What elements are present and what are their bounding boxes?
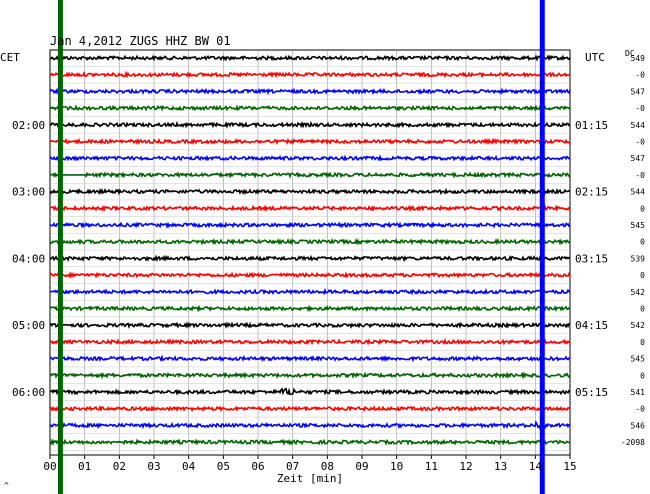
dc-offset-label: 0	[640, 338, 645, 347]
dc-offset-label: 542	[631, 288, 646, 297]
left-time-label: 06:00	[12, 386, 45, 399]
seismic-trace	[49, 70, 571, 79]
seismic-trace	[49, 420, 571, 432]
dc-offset-label: -0	[635, 405, 645, 414]
trace-group	[49, 54, 571, 447]
x-tick-label: 05	[217, 460, 230, 473]
dc-header: DC	[625, 49, 635, 58]
plot-frame	[49, 49, 571, 456]
dc-offset-label: 539	[631, 254, 646, 263]
dc-offset-label: -2098	[621, 438, 645, 447]
seismic-trace	[49, 54, 571, 62]
right-time-label: 05:15	[575, 386, 608, 399]
dc-offset-label: -0	[635, 104, 645, 113]
right-axis-label: UTC	[585, 51, 605, 64]
seismic-trace	[49, 171, 571, 179]
dc-offset-label: -0	[635, 138, 645, 147]
left-time-label: 05:00	[12, 319, 45, 332]
x-tick-label: 01	[78, 460, 91, 473]
x-tick-label: 12	[459, 460, 472, 473]
axis-labels: 00 01 02 03 04 05 06 07 08 09 10 11 12 13 14 1502:0003:…	[12, 54, 645, 473]
left-time-label: 03:00	[12, 186, 45, 199]
x-axis-label: Zeit [min]	[277, 472, 343, 485]
seismic-trace	[49, 104, 571, 112]
right-time-label: 02:15	[575, 186, 608, 199]
x-tick-label: 14	[529, 460, 543, 473]
dc-offset-label: 0	[640, 371, 645, 380]
x-tick-label: 08	[321, 460, 334, 473]
grid	[50, 50, 570, 455]
seismic-trace	[49, 154, 571, 162]
dc-offset-label: 544	[631, 188, 646, 197]
x-tick-label: 03	[147, 460, 160, 473]
x-tick-label: 04	[182, 460, 196, 473]
right-time-label: 01:15	[575, 119, 608, 132]
seismic-trace	[49, 204, 571, 213]
dc-offset-label: 542	[631, 321, 646, 330]
seismic-trace	[49, 221, 571, 229]
seismic-trace	[49, 337, 571, 346]
x-tick-label: 13	[494, 460, 507, 473]
dc-offset-label: 545	[631, 355, 646, 364]
seismic-trace	[49, 304, 571, 313]
seismic-trace	[49, 404, 571, 413]
seismic-trace	[49, 254, 571, 263]
dc-offset-label: 546	[631, 421, 646, 430]
x-tick-label: 11	[425, 460, 438, 473]
dc-offset-label: 0	[640, 238, 645, 247]
dc-offset-label: 545	[631, 221, 646, 230]
x-tick-label: 10	[390, 460, 403, 473]
x-tick-label: 15	[563, 460, 576, 473]
seismic-trace	[49, 137, 571, 146]
dc-offset-label: 541	[631, 388, 646, 397]
dc-offset-label: 547	[631, 87, 646, 96]
seismic-trace	[49, 87, 571, 96]
right-time-label: 04:15	[575, 319, 608, 332]
x-tick-label: 00	[43, 460, 56, 473]
dc-offset-label: 0	[640, 305, 645, 314]
seismic-trace	[49, 354, 571, 363]
seismic-trace	[49, 287, 571, 296]
x-tick-label: 02	[113, 460, 126, 473]
dc-offset-label: -0	[635, 71, 645, 80]
dc-offset-label: 544	[631, 121, 646, 130]
seismic-trace	[49, 187, 571, 196]
seismic-trace	[49, 321, 571, 330]
seismic-trace	[49, 237, 571, 246]
dc-offset-label: 547	[631, 154, 646, 163]
seismic-trace	[49, 271, 571, 280]
marker-lines	[57, 0, 545, 494]
left-time-label: 04:00	[12, 252, 45, 265]
x-tick-label: 09	[355, 460, 368, 473]
seismic-trace	[49, 438, 571, 447]
dc-offset-label: -0	[635, 171, 645, 180]
seismic-trace	[49, 120, 570, 129]
corner-mark: ^	[4, 481, 9, 490]
seismic-trace	[49, 371, 571, 380]
x-tick-label: 06	[251, 460, 264, 473]
dc-offset-label: 549	[631, 54, 646, 63]
dc-offset-label: 0	[640, 271, 645, 280]
chart-title: Jan 4,2012 ZUGS HHZ BW 01	[50, 34, 231, 48]
x-tick-label: 07	[286, 460, 299, 473]
left-time-label: 02:00	[12, 119, 45, 132]
dc-offset-label: 0	[640, 204, 645, 213]
seismic-trace	[49, 387, 571, 396]
right-time-label: 03:15	[575, 252, 608, 265]
left-axis-label: CET	[0, 51, 20, 64]
